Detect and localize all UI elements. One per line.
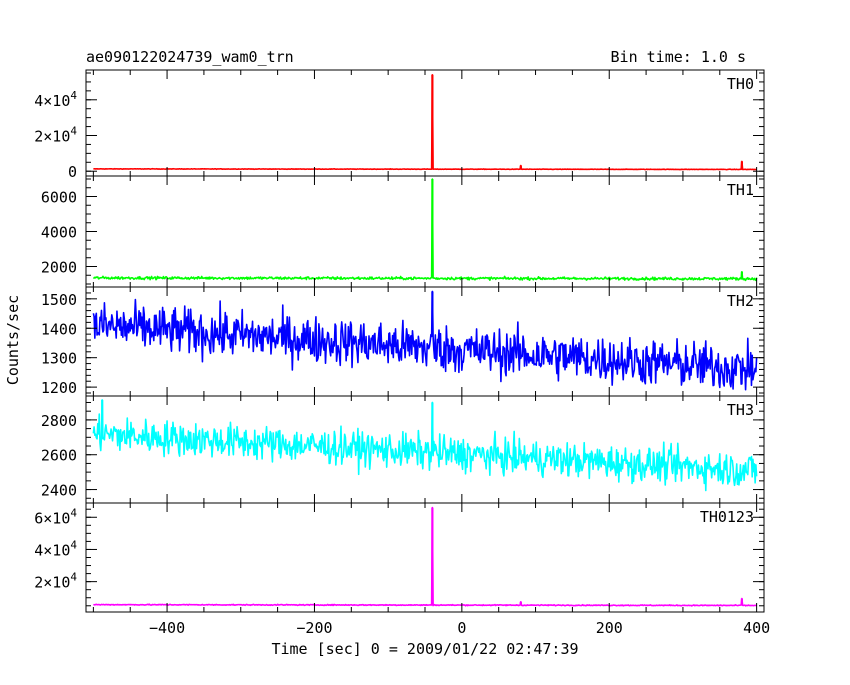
y-tick-label: 2×104 (34, 125, 77, 146)
panel-label: TH2 (727, 292, 754, 310)
y-tick-label: 2400 (41, 482, 77, 500)
y-tick-label: 6×104 (34, 506, 77, 527)
y-tick-label: 1500 (41, 291, 77, 309)
y-tick-label: 1400 (41, 320, 77, 338)
y-tick-label: 1200 (41, 379, 77, 397)
y-tick-label: 2000 (41, 259, 77, 277)
panel-th3: 2400 2600 2800 TH3 (41, 395, 765, 504)
x-tick-label: 0 (457, 619, 466, 637)
x-tick-label: 400 (743, 619, 770, 637)
y-tick-label: 4×104 (34, 89, 77, 110)
series-line-th2 (92, 290, 758, 391)
panel-label: TH3 (727, 401, 754, 419)
y-tick-label: 2×104 (34, 571, 77, 592)
x-tick-label: −400 (149, 619, 185, 637)
panel-frame (85, 502, 765, 613)
y-tick-label: 4×104 (34, 538, 77, 559)
panel-label: TH1 (727, 181, 754, 199)
series-line-th0123 (93, 506, 757, 607)
panel-frame (85, 175, 765, 288)
y-tick-label: 6000 (41, 189, 77, 207)
x-tick-label: −200 (296, 619, 332, 637)
y-tick-label: 4000 (41, 224, 77, 242)
bin-time-label: Bin time: 1.0 s (611, 48, 746, 66)
y-tick-label: 1300 (41, 350, 77, 368)
panel-label: TH0 (727, 75, 754, 93)
panel-th0123: 2×104 4×104 6×104 TH0123 (34, 502, 765, 613)
y-axis-label: Counts/sec (4, 295, 22, 385)
panel-frame (85, 69, 765, 177)
y-tick-label: 2600 (41, 447, 77, 465)
x-axis-label: Time [sec] 0 = 2009/01/22 02:47:39 (271, 640, 578, 658)
panel-th2: 1200 1300 1400 1500 TH2 (41, 286, 765, 397)
panel-th1: 2000 4000 6000 TH1 (41, 175, 765, 288)
x-tick-label: 200 (596, 619, 623, 637)
series-line-th0 (93, 73, 757, 171)
panel-th0: 0 2×104 4×104 TH0 (34, 69, 765, 181)
panel-label: TH0123 (700, 508, 754, 526)
y-tick-label: 2800 (41, 412, 77, 430)
y-tick-label: 0 (68, 163, 77, 181)
series-line-th3 (92, 399, 758, 492)
series-line-th1 (92, 178, 758, 282)
chart-title: ae090122024739_wam0_trn (86, 48, 294, 66)
